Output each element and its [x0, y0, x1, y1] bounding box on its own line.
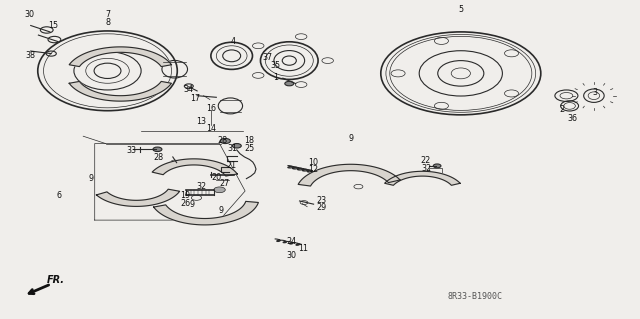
Bar — [429, 168, 442, 173]
Text: 7: 7 — [105, 10, 110, 19]
Text: 21: 21 — [227, 161, 237, 170]
Text: 9: 9 — [348, 134, 353, 143]
Text: 23: 23 — [316, 196, 326, 204]
Text: 32: 32 — [196, 182, 207, 191]
Text: 27: 27 — [219, 179, 229, 188]
Circle shape — [214, 187, 225, 193]
Text: 33: 33 — [126, 146, 136, 155]
Text: 15: 15 — [48, 21, 58, 30]
Text: 4: 4 — [231, 37, 236, 46]
Text: 14: 14 — [206, 124, 216, 133]
Text: 25: 25 — [244, 144, 255, 153]
Polygon shape — [152, 159, 237, 176]
Text: 28: 28 — [154, 153, 164, 162]
Text: 24: 24 — [286, 237, 296, 246]
Text: 17: 17 — [190, 94, 200, 103]
Text: 8: 8 — [105, 18, 110, 27]
Text: 10: 10 — [308, 158, 319, 167]
Text: 37: 37 — [262, 53, 273, 62]
Text: 13: 13 — [196, 117, 207, 126]
Text: 38: 38 — [26, 51, 36, 60]
Circle shape — [171, 160, 179, 164]
Text: 18: 18 — [244, 137, 255, 145]
Text: 12: 12 — [308, 165, 319, 174]
Polygon shape — [154, 201, 259, 225]
Text: 30: 30 — [286, 251, 296, 260]
Polygon shape — [69, 81, 172, 101]
Circle shape — [220, 138, 230, 144]
Text: 9: 9 — [89, 174, 94, 183]
Text: 2: 2 — [559, 105, 564, 114]
Text: 9: 9 — [189, 200, 195, 209]
Text: 1: 1 — [273, 73, 278, 82]
Text: 28: 28 — [218, 137, 228, 145]
Text: 11: 11 — [298, 244, 308, 253]
Text: 19: 19 — [180, 191, 191, 200]
Circle shape — [433, 164, 441, 168]
Text: 31: 31 — [227, 144, 237, 153]
Text: 8R33-B1900C: 8R33-B1900C — [448, 293, 503, 301]
Circle shape — [232, 144, 241, 148]
Text: 36: 36 — [568, 114, 578, 122]
Polygon shape — [97, 189, 180, 206]
Text: 32: 32 — [422, 164, 432, 173]
Text: 6: 6 — [56, 191, 61, 200]
Text: 9: 9 — [218, 206, 223, 215]
Text: FR.: FR. — [47, 275, 65, 285]
Text: 20: 20 — [211, 173, 221, 182]
Circle shape — [153, 147, 162, 152]
Text: 34: 34 — [184, 85, 194, 94]
Polygon shape — [69, 47, 172, 67]
Text: 16: 16 — [206, 104, 216, 113]
Circle shape — [285, 81, 294, 86]
Text: 29: 29 — [316, 203, 326, 212]
Text: 35: 35 — [270, 61, 280, 70]
Text: 26: 26 — [180, 199, 191, 208]
Polygon shape — [385, 171, 460, 185]
Text: 5: 5 — [458, 5, 463, 14]
Text: 22: 22 — [420, 156, 431, 165]
Text: 3: 3 — [593, 88, 598, 97]
Polygon shape — [298, 164, 400, 186]
Text: 30: 30 — [24, 10, 35, 19]
